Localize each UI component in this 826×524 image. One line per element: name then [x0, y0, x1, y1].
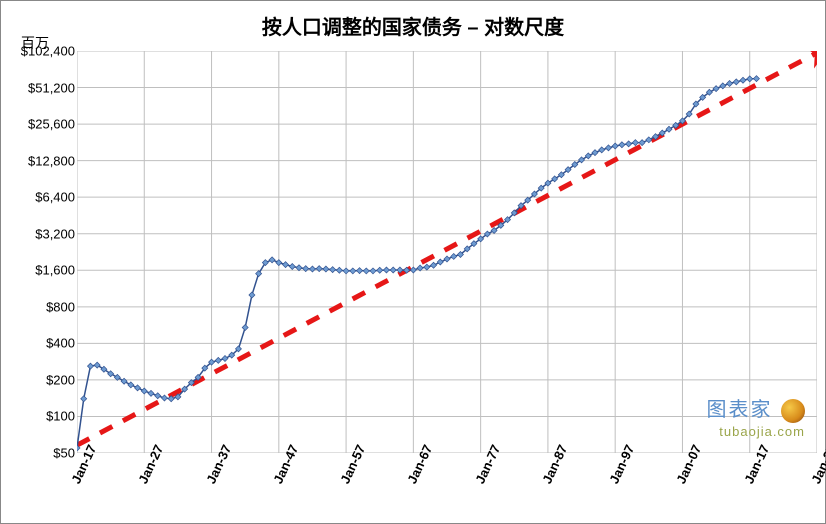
y-tick-label: $12,800: [28, 153, 75, 168]
y-tick-label: $51,200: [28, 80, 75, 95]
y-tick-label: $25,600: [28, 117, 75, 132]
watermark-text: 图表家: [707, 399, 773, 421]
y-tick-label: $102,400: [21, 44, 75, 59]
watermark-icon: [781, 399, 805, 423]
y-tick-label: $800: [46, 299, 75, 314]
plot-area: [77, 51, 817, 453]
y-tick-label: $6,400: [35, 190, 75, 205]
watermark-url: tubaojia.com: [719, 424, 805, 439]
y-tick-label: $400: [46, 336, 75, 351]
y-tick-label: $100: [46, 409, 75, 424]
chart-title: 按人口调整的国家债务 – 对数尺度: [1, 11, 825, 40]
chart-container: 按人口调整的国家债务 – 对数尺度 百万 $50$100$200$400$800…: [0, 0, 826, 524]
watermark: 图表家 tubaojia.com: [707, 399, 805, 441]
y-tick-label: $200: [46, 372, 75, 387]
y-tick-label: $50: [53, 446, 75, 461]
y-tick-label: $1,600: [35, 263, 75, 278]
y-tick-label: $3,200: [35, 226, 75, 241]
